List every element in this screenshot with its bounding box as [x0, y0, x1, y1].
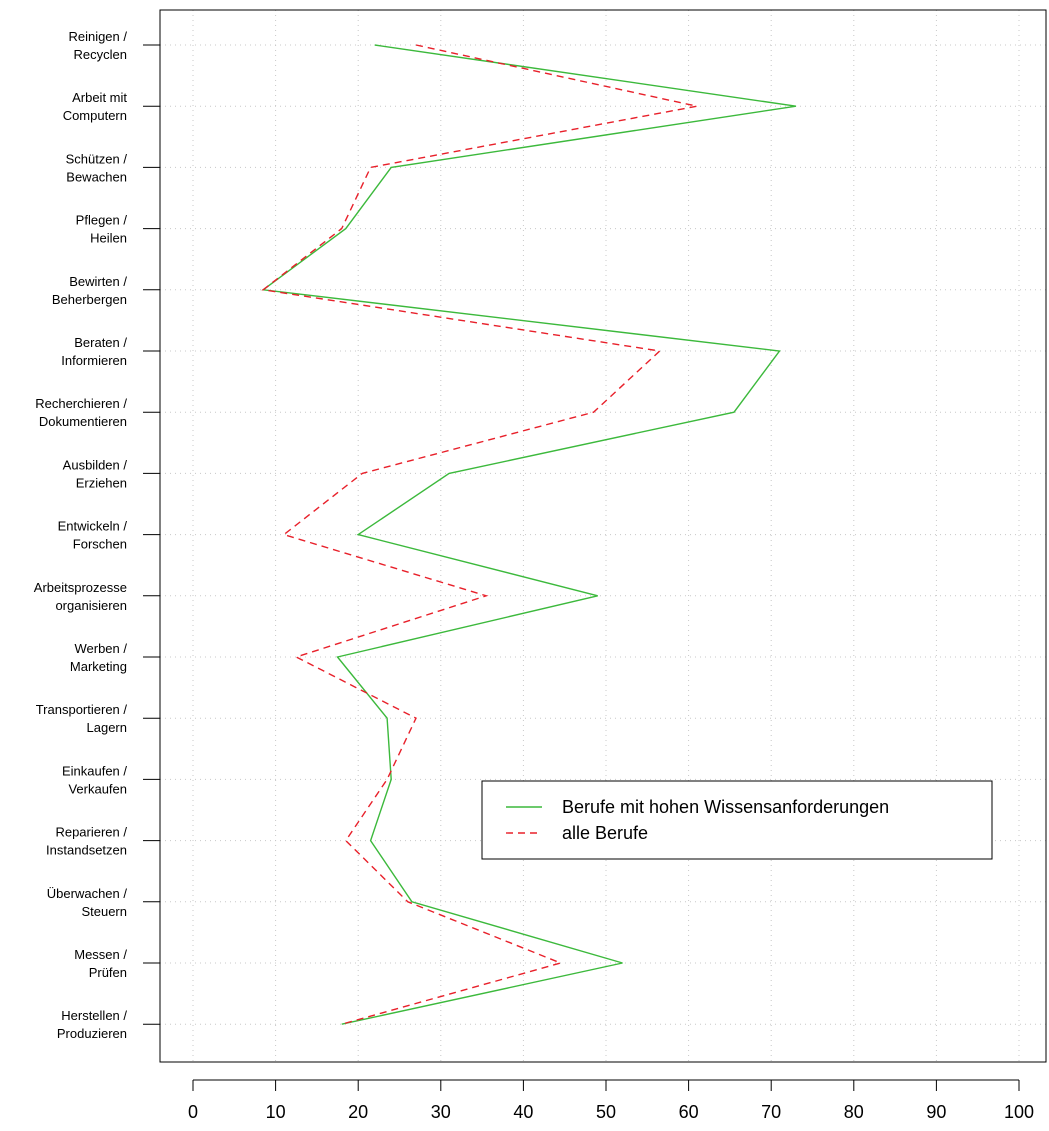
y-tick-label: Ausbilden / Erziehen	[63, 457, 128, 490]
y-tick-label: Arbeit mit Computern	[63, 90, 128, 123]
y-tick-label: Herstellen / Produzieren	[57, 1008, 127, 1041]
x-tick-label: 90	[926, 1102, 946, 1122]
y-axis: Reinigen / Recyclen Arbeit mit Computern Sch…	[34, 29, 160, 1041]
y-tick-label: Entwickeln / Forschen	[58, 519, 128, 552]
legend-label: Berufe mit hohen Wissensanforderungen	[562, 797, 889, 817]
x-tick-label: 0	[188, 1102, 198, 1122]
x-tick-label: 30	[431, 1102, 451, 1122]
x-tick-label: 10	[266, 1102, 286, 1122]
y-tick-label: Reparieren / Instandsetzen	[46, 825, 127, 858]
x-tick-label: 60	[679, 1102, 699, 1122]
y-tick-label: Transportieren / Lagern	[36, 702, 128, 735]
grid	[160, 10, 1046, 1062]
y-tick-label: Beraten / Informieren	[61, 335, 127, 368]
x-tick-label: 80	[844, 1102, 864, 1122]
series-layer	[261, 44, 797, 1025]
legend-label: alle Berufe	[562, 823, 648, 843]
legend-box	[481, 780, 993, 860]
y-tick-label: Arbeitsprozesse organisieren	[34, 580, 127, 613]
x-tick-label: 100	[1004, 1102, 1034, 1122]
series-line-hohe-wissensanforderungen	[261, 44, 797, 1025]
y-tick-label: Messen / Prüfen	[74, 947, 127, 980]
x-axis: 0 10 20 30 40 50 60 70 80 90 100	[188, 1079, 1034, 1122]
x-tick-label: 20	[348, 1102, 368, 1122]
y-tick-label: Recherchieren / Dokumentieren	[35, 396, 127, 429]
x-tick-label: 70	[761, 1102, 781, 1122]
series-line-alle-berufe	[261, 44, 698, 1025]
y-tick-label: Einkaufen / Verkaufen	[62, 763, 127, 796]
y-tick-label: Bewirten / Beherbergen	[52, 274, 128, 307]
x-tick-label: 40	[513, 1102, 533, 1122]
x-tick-label: 50	[596, 1102, 616, 1122]
y-tick-label: Werben / Marketing	[70, 641, 127, 674]
y-tick-label: Pflegen / Heilen	[76, 213, 128, 246]
y-tick-label: Überwachen / Steuern	[47, 886, 128, 919]
legend: Berufe mit hohen Wissensanforderungen all…	[481, 780, 993, 860]
y-tick-label: Reinigen / Recyclen	[68, 29, 127, 62]
plot-frame	[159, 9, 1047, 1063]
y-tick-label: Schützen / Bewachen	[66, 151, 128, 184]
